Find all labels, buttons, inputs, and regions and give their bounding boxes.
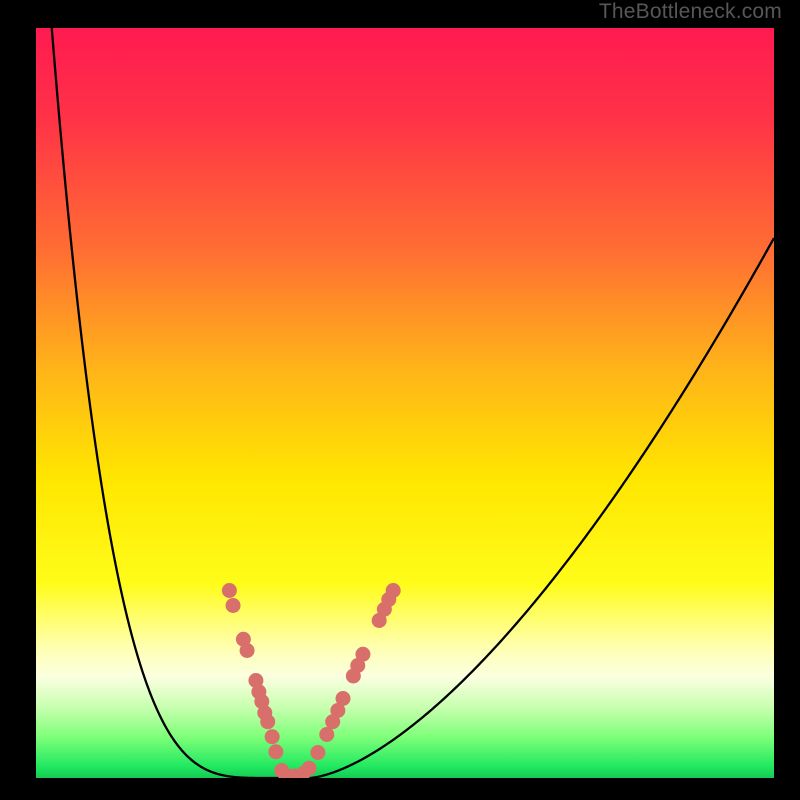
chart-svg [36, 28, 774, 778]
chart-container: { "watermark": { "text": "TheBottleneck.… [0, 0, 800, 800]
watermark-text: TheBottleneck.com [599, 0, 782, 24]
plot-area [36, 28, 774, 778]
